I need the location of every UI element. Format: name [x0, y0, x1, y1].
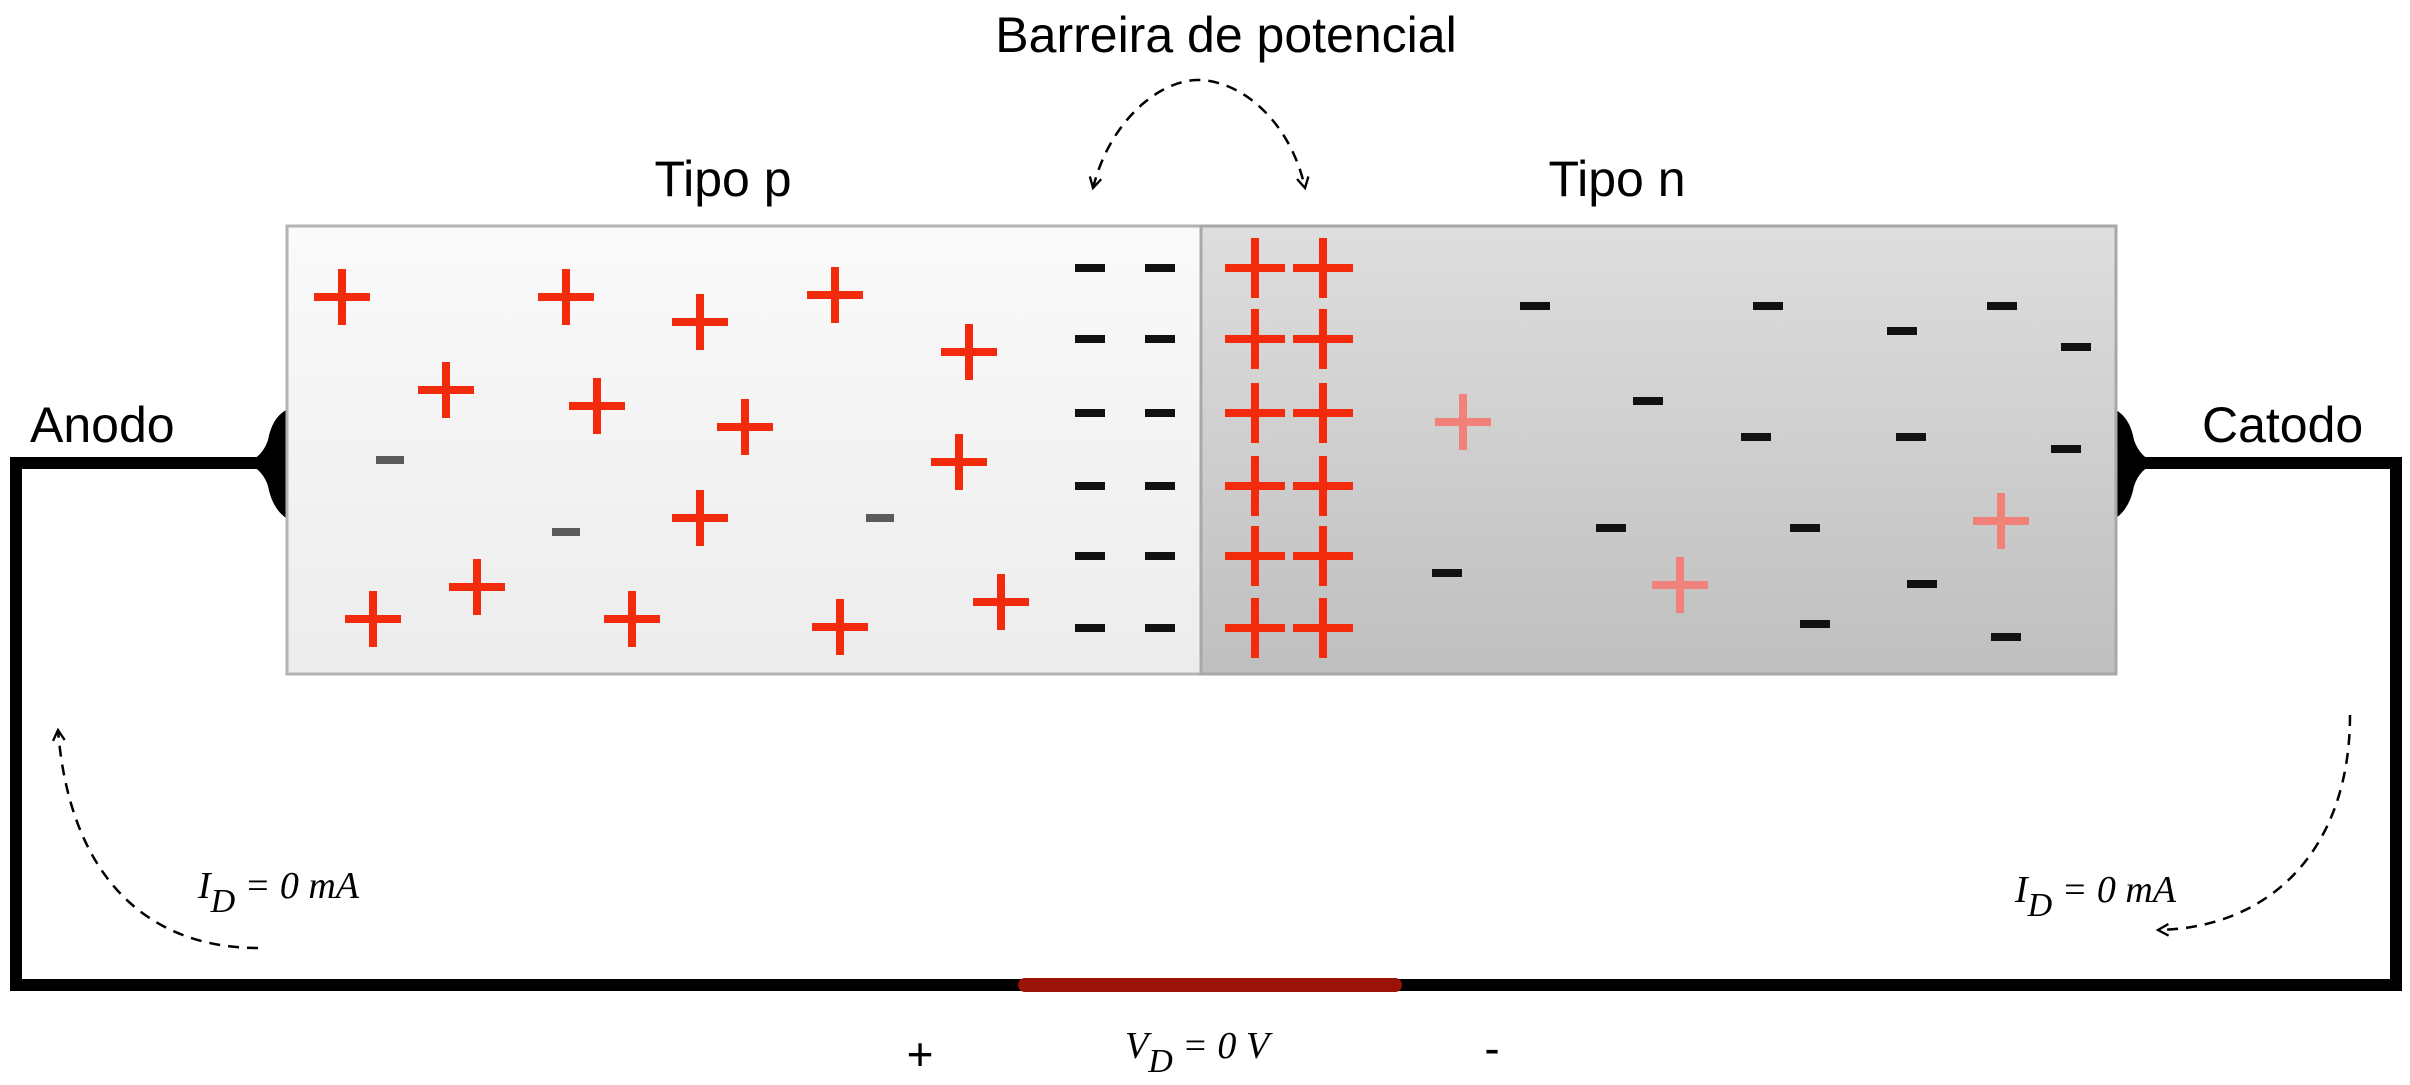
hole-p-region — [449, 559, 505, 615]
electron-n-region — [1987, 302, 2017, 310]
hole-p-region — [672, 294, 728, 350]
hole-p-region — [538, 269, 594, 325]
electron-n-region — [2061, 343, 2091, 351]
electron-n-region — [1432, 569, 1462, 577]
current-right-symbol: I — [2014, 869, 2030, 911]
electron-n-region — [1907, 580, 1937, 588]
barrier-arrow — [1093, 78, 1305, 188]
electron-n-region — [1991, 633, 2021, 641]
source-plus-sign: + — [907, 1028, 934, 1080]
electron-p-region — [552, 528, 580, 536]
negative-ion — [1145, 409, 1175, 417]
voltage-label: VD = 0 V — [1125, 1025, 1273, 1080]
negative-ion — [1075, 264, 1105, 272]
negative-ion — [1075, 624, 1105, 632]
hole-p-region — [807, 267, 863, 323]
positive-ion — [1225, 456, 1285, 516]
electron-n-region — [1741, 433, 1771, 441]
current-arrow-right — [2158, 714, 2352, 930]
n-region — [1199, 224, 2118, 676]
hole-p-region — [314, 269, 370, 325]
positive-ion — [1293, 309, 1353, 369]
source-minus-sign: - — [1484, 1022, 1499, 1074]
positive-ion — [1225, 598, 1285, 658]
positive-ion — [1225, 526, 1285, 586]
anode-terminal — [245, 410, 286, 518]
voltage-symbol: V — [1125, 1025, 1152, 1067]
negative-ion — [1145, 624, 1175, 632]
positive-ion — [1293, 526, 1353, 586]
current-right-value: = 0 mA — [2052, 869, 2177, 911]
electron-n-region — [1753, 302, 1783, 310]
current-right-label: ID = 0 mA — [2014, 869, 2177, 924]
p-type-label: Tipo p — [654, 151, 791, 207]
hole-p-region — [672, 490, 728, 546]
positive-ion — [1225, 383, 1285, 443]
n-type-label: Tipo n — [1548, 151, 1685, 207]
positive-ion — [1293, 383, 1353, 443]
cathode-label: Catodo — [2202, 397, 2363, 453]
voltage-subscript: D — [1147, 1043, 1173, 1080]
electron-p-region — [376, 456, 404, 464]
negative-ion — [1075, 552, 1105, 560]
voltage-value: = 0 V — [1173, 1025, 1273, 1067]
anode-label: Anodo — [30, 397, 175, 453]
electron-n-region — [1896, 433, 1926, 441]
hole-p-region — [812, 599, 868, 655]
electron-n-region — [1887, 327, 1917, 335]
electron-n-region — [1790, 524, 1820, 532]
electron-n-region — [2051, 445, 2081, 453]
current-left-subscript: D — [210, 883, 236, 920]
current-arrow-left — [58, 730, 259, 950]
negative-ion — [1145, 335, 1175, 343]
hole-n-region — [1435, 394, 1491, 450]
hole-p-region — [569, 378, 625, 434]
hole-p-region — [717, 399, 773, 455]
negative-ion — [1145, 264, 1175, 272]
positive-ion — [1293, 238, 1353, 298]
hole-p-region — [973, 574, 1029, 630]
negative-ion — [1075, 335, 1105, 343]
positive-ion — [1225, 238, 1285, 298]
negative-ion — [1145, 552, 1175, 560]
hole-n-region — [1973, 493, 2029, 549]
positive-ion — [1293, 456, 1353, 516]
hole-p-region — [941, 324, 997, 380]
hole-n-region — [1652, 557, 1708, 613]
hole-p-region — [931, 434, 987, 490]
electron-n-region — [1633, 397, 1663, 405]
hole-p-region — [604, 591, 660, 647]
barrier-label: Barreira de potencial — [995, 7, 1456, 63]
negative-ion — [1075, 409, 1105, 417]
current-right-subscript: D — [2027, 887, 2053, 924]
current-left-symbol: I — [197, 865, 213, 907]
positive-ion — [1293, 598, 1353, 658]
charge-carriers — [314, 238, 2091, 658]
hole-p-region — [345, 591, 401, 647]
electron-p-region — [866, 514, 894, 522]
negative-ion — [1145, 482, 1175, 490]
positive-ion — [1225, 309, 1285, 369]
electron-n-region — [1800, 620, 1830, 628]
electron-n-region — [1596, 524, 1626, 532]
cathode-terminal — [2116, 410, 2157, 518]
hole-p-region — [418, 362, 474, 418]
electron-n-region — [1520, 302, 1550, 310]
negative-ion — [1075, 482, 1105, 490]
current-left-label: ID = 0 mA — [197, 865, 360, 920]
current-left-value: = 0 mA — [235, 865, 360, 907]
